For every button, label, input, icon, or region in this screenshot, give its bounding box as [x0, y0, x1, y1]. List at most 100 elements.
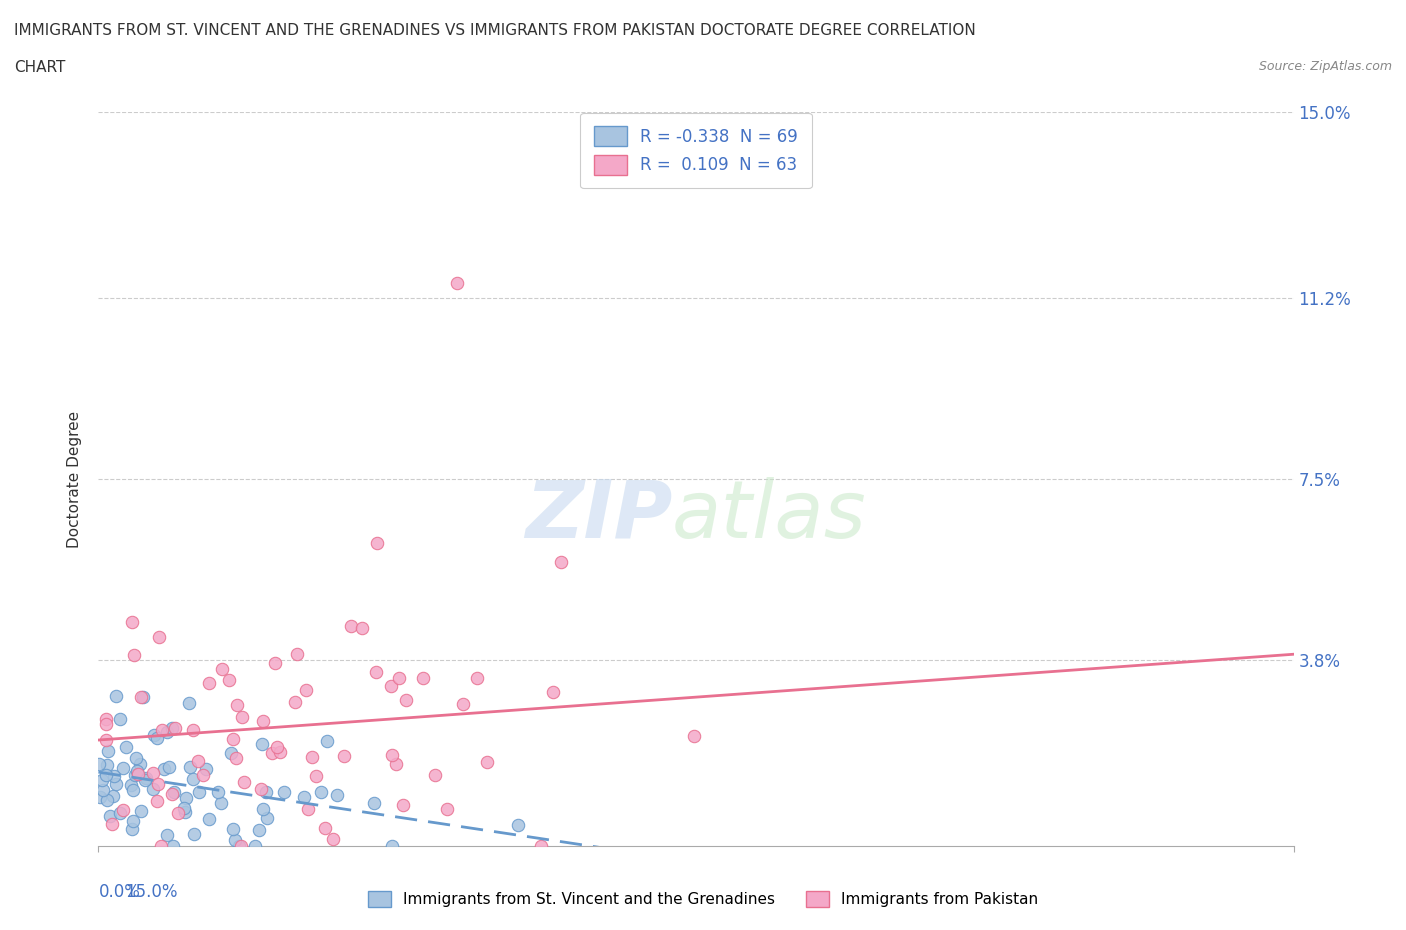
Point — [187, 785, 209, 800]
Point — [391, 798, 413, 813]
Text: 0.0%: 0.0% — [98, 884, 141, 901]
Point — [91, 782, 114, 797]
Point — [121, 615, 143, 630]
Point — [332, 749, 354, 764]
Point — [264, 656, 287, 671]
Point — [550, 555, 572, 570]
Point — [108, 805, 131, 820]
Point — [224, 832, 246, 847]
Point — [211, 662, 233, 677]
Point — [125, 751, 148, 765]
Point — [446, 275, 468, 290]
Point — [160, 721, 183, 736]
Point — [380, 839, 402, 854]
Point — [145, 730, 167, 745]
Point — [412, 671, 434, 685]
Point — [222, 732, 245, 747]
Point — [247, 822, 270, 837]
Point — [380, 678, 402, 693]
Point — [112, 803, 135, 817]
Point — [163, 721, 186, 736]
Point — [101, 789, 124, 804]
Point — [87, 756, 110, 771]
Point — [96, 767, 118, 782]
Point — [256, 811, 278, 826]
Point — [384, 756, 406, 771]
Point — [508, 818, 530, 833]
Point — [249, 781, 271, 796]
Point — [142, 765, 165, 780]
Point — [475, 754, 498, 769]
Point — [326, 788, 349, 803]
Point — [340, 618, 363, 633]
Point — [683, 729, 706, 744]
Point — [222, 822, 245, 837]
Point — [530, 839, 553, 854]
Point — [128, 757, 150, 772]
Point — [146, 777, 169, 791]
Point — [229, 839, 252, 854]
Point — [174, 790, 197, 805]
Point — [191, 767, 214, 782]
Point — [233, 774, 256, 789]
Text: Source: ZipAtlas.com: Source: ZipAtlas.com — [1258, 60, 1392, 73]
Point — [181, 772, 204, 787]
Point — [394, 692, 416, 707]
Point — [89, 790, 111, 804]
Point — [134, 772, 156, 787]
Point — [131, 690, 153, 705]
Point — [104, 777, 127, 791]
Text: atlas: atlas — [672, 477, 868, 554]
Point — [179, 760, 201, 775]
Text: 15.0%: 15.0% — [125, 884, 179, 901]
Legend: R = -0.338  N = 69, R =  0.109  N = 63: R = -0.338 N = 69, R = 0.109 N = 63 — [581, 113, 811, 188]
Point — [98, 809, 121, 824]
Point — [129, 804, 152, 818]
Point — [305, 768, 328, 783]
Point — [225, 751, 247, 765]
Point — [103, 769, 125, 784]
Point — [465, 671, 488, 685]
Point — [121, 782, 143, 797]
Point — [108, 712, 131, 727]
Point — [425, 767, 447, 782]
Point — [143, 727, 166, 742]
Point — [228, 839, 250, 854]
Point — [94, 716, 117, 731]
Point — [97, 744, 120, 759]
Point — [297, 802, 319, 817]
Point — [124, 768, 146, 783]
Point — [181, 723, 204, 737]
Point — [198, 675, 221, 690]
Point — [111, 760, 134, 775]
Point — [167, 806, 190, 821]
Point — [226, 698, 249, 712]
Point — [209, 796, 232, 811]
Point — [451, 697, 474, 711]
Point — [219, 746, 242, 761]
Point — [269, 744, 291, 759]
Point — [122, 814, 145, 829]
Point — [364, 664, 387, 679]
Point — [301, 750, 323, 764]
Point — [153, 762, 176, 777]
Point — [149, 839, 172, 854]
Point — [127, 766, 149, 781]
Point — [122, 647, 145, 662]
Point — [115, 739, 138, 754]
Point — [273, 784, 295, 799]
Point — [156, 828, 179, 843]
Point — [314, 820, 336, 835]
Point — [366, 535, 388, 550]
Point — [252, 802, 274, 817]
Point — [148, 630, 170, 644]
Point — [294, 683, 316, 698]
Point — [262, 745, 284, 760]
Text: ZIP: ZIP — [524, 477, 672, 554]
Point — [105, 688, 128, 703]
Y-axis label: Doctorate Degree: Doctorate Degree — [67, 410, 83, 548]
Point — [388, 671, 411, 685]
Point — [121, 821, 143, 836]
Point — [231, 710, 253, 724]
Point — [316, 734, 339, 749]
